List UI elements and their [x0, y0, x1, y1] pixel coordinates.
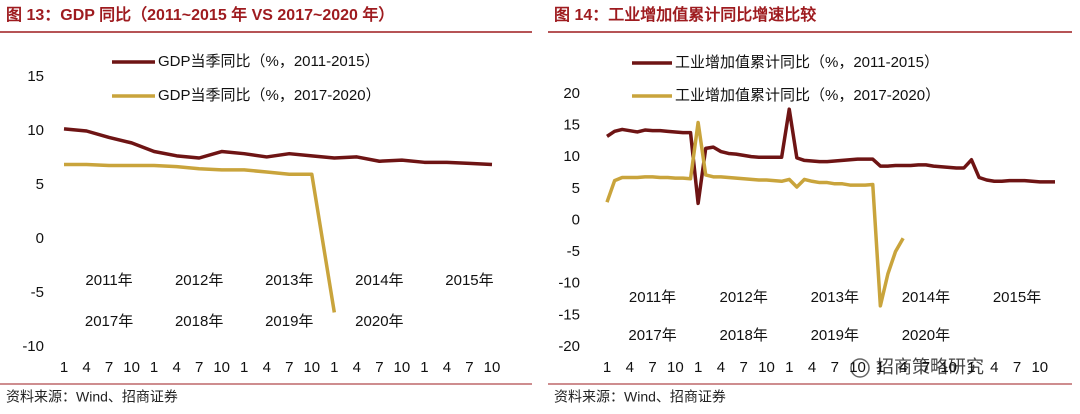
- series-line: [606, 107, 1055, 206]
- y-tick-label: -15: [558, 306, 580, 323]
- y-tick-label: -10: [558, 275, 580, 292]
- watermark: 招商策略研究: [876, 357, 984, 377]
- x-tick-label: 1: [603, 359, 611, 376]
- y-tick-label: 5: [572, 180, 580, 197]
- year-label: 2017年: [85, 313, 133, 330]
- x-tick-label: 1: [420, 359, 428, 376]
- legend-label: 工业增加值累计同比（%，2011-2015）: [675, 54, 939, 71]
- y-tick-label: 10: [563, 148, 580, 165]
- x-tick-label: 4: [353, 359, 361, 376]
- chart-title: 图 13：GDP 同比（2011~2015 年 VS 2017~2020 年）: [6, 5, 394, 24]
- year-label: 2019年: [811, 327, 859, 344]
- chart-title: 图 14：工业增加值累计同比增速比较: [554, 5, 816, 24]
- x-tick-label: 7: [465, 359, 473, 376]
- x-tick-label: 1: [330, 359, 338, 376]
- year-label: 2014年: [902, 289, 950, 306]
- legend-label: GDP当季同比（%，2011-2015）: [158, 53, 379, 70]
- y-tick-label: -5: [31, 284, 44, 301]
- x-tick-label: 4: [172, 359, 180, 376]
- year-label: 2013年: [811, 289, 859, 306]
- series-line: [605, 120, 905, 308]
- x-tick-label: 4: [808, 359, 816, 376]
- x-tick-label: 1: [694, 359, 702, 376]
- year-label: 2019年: [265, 313, 313, 330]
- x-tick-label: 4: [443, 359, 451, 376]
- legend-label: GDP当季同比（%，2017-2020）: [158, 87, 381, 104]
- x-tick-label: 1: [60, 359, 68, 376]
- x-tick-label: 1: [150, 359, 158, 376]
- x-tick-label: 1: [240, 359, 248, 376]
- x-tick-label: 7: [740, 359, 748, 376]
- x-tick-label: 10: [849, 359, 866, 376]
- x-tick-label: 7: [375, 359, 383, 376]
- year-label: 2020年: [902, 327, 950, 344]
- x-tick-label: 7: [285, 359, 293, 376]
- x-tick-label: 10: [1031, 359, 1048, 376]
- x-tick-label: 10: [758, 359, 775, 376]
- x-tick-label: 10: [303, 359, 320, 376]
- year-label: 2017年: [628, 327, 676, 344]
- year-label: 2011年: [629, 289, 676, 306]
- series-line: [63, 127, 493, 167]
- x-tick-label: 7: [831, 359, 839, 376]
- year-label: 2012年: [175, 272, 223, 289]
- year-label: 2018年: [175, 313, 223, 330]
- year-label: 2020年: [355, 313, 403, 330]
- year-label: 2015年: [993, 289, 1041, 306]
- source: 资料来源：Wind、招商证券: [6, 389, 178, 405]
- y-tick-label: 15: [563, 117, 580, 134]
- x-tick-label: 1: [785, 359, 793, 376]
- x-tick-label: 7: [105, 359, 113, 376]
- x-tick-label: 10: [213, 359, 230, 376]
- x-tick-label: 10: [667, 359, 684, 376]
- x-tick-label: 7: [1013, 359, 1021, 376]
- source: 资料来源：Wind、招商证券: [554, 389, 726, 405]
- legend-label: 工业增加值累计同比（%，2017-2020）: [675, 87, 940, 104]
- x-tick-label: 7: [922, 359, 930, 376]
- x-tick-label: 10: [484, 359, 501, 376]
- x-tick-label: 4: [717, 359, 725, 376]
- x-tick-label: 4: [263, 359, 271, 376]
- year-label: 2015年: [445, 272, 493, 289]
- x-tick-label: 4: [82, 359, 90, 376]
- x-tick-label: 4: [899, 359, 907, 376]
- x-tick-label: 7: [648, 359, 656, 376]
- year-label: 2018年: [719, 327, 767, 344]
- y-tick-label: -10: [22, 338, 44, 355]
- series-line: [64, 162, 337, 313]
- y-tick-label: 0: [572, 211, 580, 228]
- year-label: 2014年: [355, 272, 403, 289]
- y-tick-label: 5: [36, 176, 44, 193]
- x-tick-label: 10: [394, 359, 411, 376]
- y-tick-label: -20: [558, 338, 580, 355]
- x-tick-label: 1: [967, 359, 975, 376]
- y-tick-label: 10: [27, 122, 44, 139]
- year-label: 2012年: [719, 289, 767, 306]
- year-label: 2013年: [265, 272, 313, 289]
- y-tick-label: 20: [563, 85, 580, 102]
- x-tick-label: 10: [123, 359, 140, 376]
- year-label: 2011年: [85, 272, 132, 289]
- x-tick-label: 10: [940, 359, 957, 376]
- watermark-icon: [850, 358, 870, 378]
- x-tick-label: 4: [626, 359, 634, 376]
- x-tick-label: 1: [876, 359, 884, 376]
- x-tick-label: 4: [990, 359, 998, 376]
- x-tick-label: 7: [195, 359, 203, 376]
- y-tick-label: -5: [567, 243, 580, 260]
- y-tick-label: 0: [36, 230, 44, 247]
- y-tick-label: 15: [27, 68, 44, 85]
